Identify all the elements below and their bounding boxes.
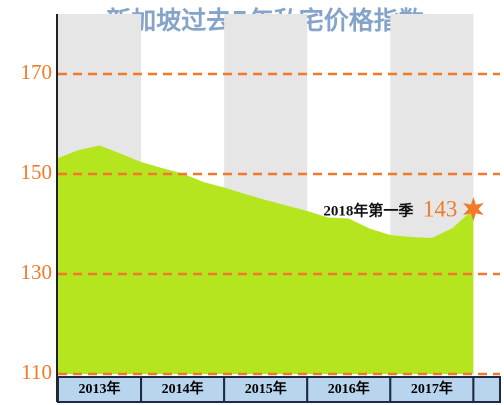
y-tick-label: 130 [21, 260, 53, 284]
x-label-box [223, 376, 309, 403]
area [58, 145, 474, 374]
x-label-box [472, 376, 501, 403]
x-tick-label: 2014年 [162, 380, 204, 397]
x-tick-label: 2016年 [328, 380, 370, 397]
value-label: 143 [423, 196, 458, 221]
y-tick-label: 170 [21, 60, 53, 84]
x-tick-label: 2017年 [411, 380, 453, 397]
y-tick-label: 110 [21, 360, 52, 384]
annotation: 2018年第一季 [323, 201, 413, 219]
y-tick-label: 150 [21, 160, 53, 184]
x-tick-label: 2015年 [245, 380, 287, 397]
x-label-box [140, 376, 226, 403]
x-label-box [306, 376, 392, 403]
x-tick-label: 2013年 [79, 380, 121, 397]
x-label-box [57, 376, 143, 403]
end-marker [462, 197, 484, 221]
